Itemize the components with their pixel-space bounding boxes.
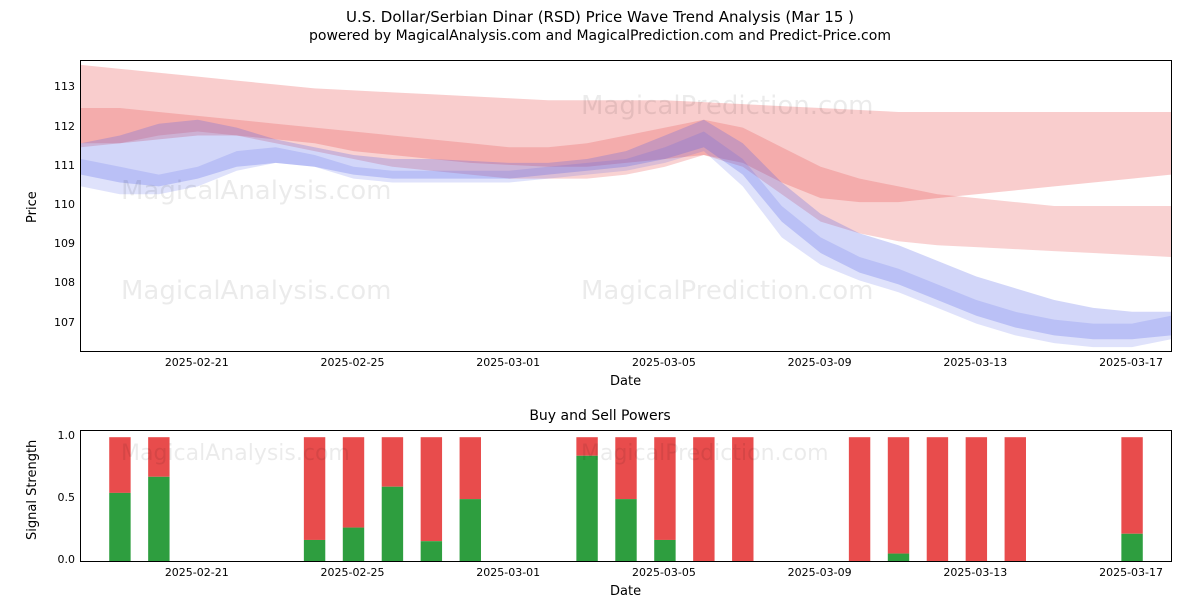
panel2-xlabel: Date	[610, 584, 641, 599]
panel1-ytick: 108	[35, 276, 75, 289]
panel2-ytick: 0.0	[35, 553, 75, 566]
panel2-ytick: 0.5	[35, 491, 75, 504]
figure: U.S. Dollar/Serbian Dinar (RSD) Price Wa…	[0, 0, 1200, 600]
panel2-xtick: 2025-02-25	[313, 566, 393, 579]
panel1-xtick: 2025-02-21	[157, 356, 237, 369]
panel1-ytick: 113	[35, 80, 75, 93]
panel1-xtick: 2025-03-13	[935, 356, 1015, 369]
panel2-xtick: 2025-03-13	[935, 566, 1015, 579]
panel1-ytick: 111	[35, 159, 75, 172]
panel1-xtick: 2025-03-17	[1091, 356, 1171, 369]
panel2-ytick: 1.0	[35, 429, 75, 442]
panel1-xtick: 2025-03-09	[780, 356, 860, 369]
panel1-ytick: 107	[35, 316, 75, 329]
panel2-xtick: 2025-03-09	[780, 566, 860, 579]
panel2-xtick: 2025-03-01	[468, 566, 548, 579]
panel2-ylabel: Signal Strength	[25, 440, 40, 540]
panel1-xtick: 2025-03-05	[624, 356, 704, 369]
power-svg	[81, 431, 1171, 561]
panel1-ytick: 112	[35, 120, 75, 133]
price-wave-svg	[81, 61, 1171, 351]
panel1-xtick: 2025-03-01	[468, 356, 548, 369]
chart-title: U.S. Dollar/Serbian Dinar (RSD) Price Wa…	[0, 8, 1200, 26]
panel1-ytick: 110	[35, 198, 75, 211]
panel1-xtick: 2025-02-25	[313, 356, 393, 369]
panel1-xlabel: Date	[610, 374, 641, 389]
panel2-xtick: 2025-02-21	[157, 566, 237, 579]
power-panel: MagicalAnalysis.com MagicalPrediction.co…	[80, 430, 1172, 562]
panel2-title: Buy and Sell Powers	[0, 408, 1200, 424]
panel1-ytick: 109	[35, 237, 75, 250]
chart-subtitle: powered by MagicalAnalysis.com and Magic…	[0, 28, 1200, 44]
panel2-xtick: 2025-03-05	[624, 566, 704, 579]
price-wave-panel: MagicalAnalysis.com MagicalPrediction.co…	[80, 60, 1172, 352]
panel2-xtick: 2025-03-17	[1091, 566, 1171, 579]
